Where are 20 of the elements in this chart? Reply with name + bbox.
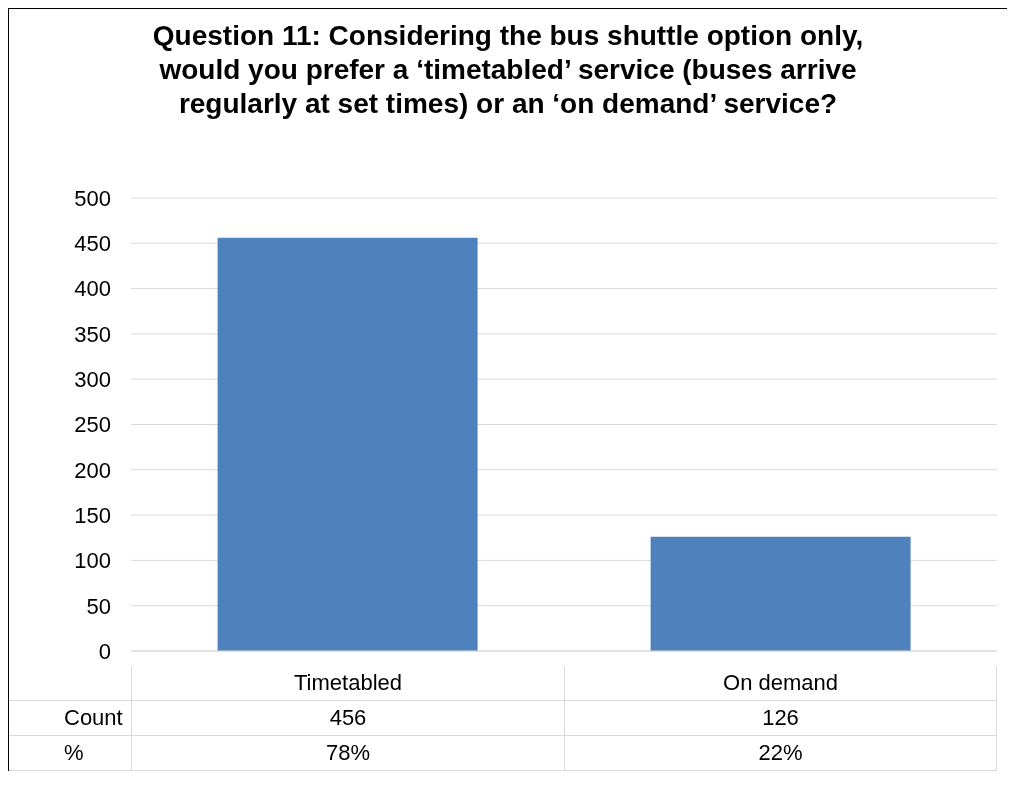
text: Count bbox=[9, 701, 131, 736]
x-tick-label: Timetabled bbox=[131, 666, 564, 701]
text: 78% bbox=[131, 736, 564, 771]
text: % bbox=[9, 736, 131, 771]
y-tick-label: 300 bbox=[74, 367, 111, 393]
y-tick-label: 450 bbox=[74, 231, 111, 257]
y-tick-label: 0 bbox=[98, 638, 111, 664]
y-tick-label: 350 bbox=[74, 321, 111, 347]
y-tick-label: 200 bbox=[74, 457, 111, 483]
chart-title: Question 11: Considering the bus shuttle option only, would you prefer a ‘timetabled’ service (buses arrive regularly at set times) or an ‘on demand’ service? bbox=[151, 19, 865, 121]
data-label: 126 bbox=[564, 701, 997, 736]
y-tick-label: 50 bbox=[86, 593, 111, 619]
text: 22% bbox=[564, 736, 997, 771]
y-tick-label: 500 bbox=[74, 185, 111, 211]
x-tick-label: On demand bbox=[564, 666, 997, 701]
y-tick-label: 100 bbox=[74, 548, 111, 574]
y-tick-label: 400 bbox=[74, 276, 111, 302]
y-tick-label: 150 bbox=[74, 502, 111, 528]
y-tick-label: 250 bbox=[74, 412, 111, 438]
data-label: 456 bbox=[131, 701, 564, 736]
